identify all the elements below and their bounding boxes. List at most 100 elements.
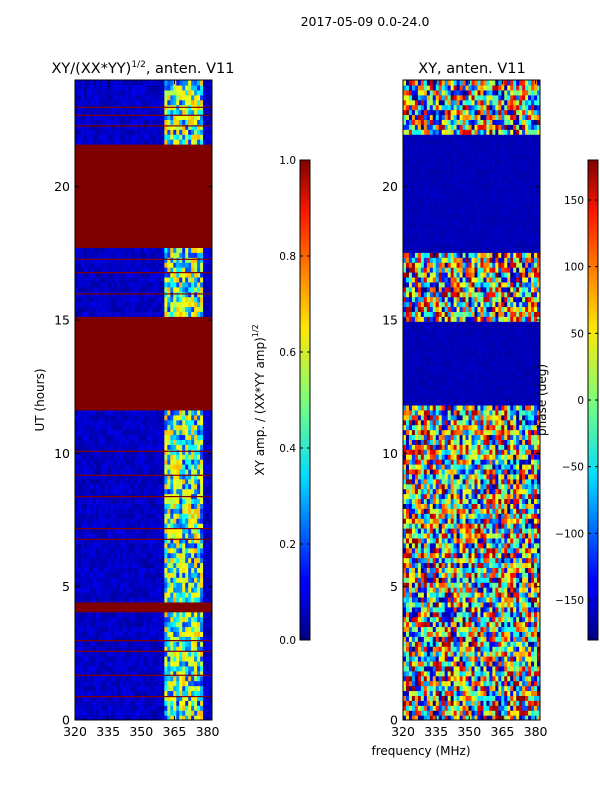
heatmap-cell (95, 193, 100, 199)
heatmap-cell (110, 439, 115, 445)
heatmap-cell (146, 715, 151, 720)
heatmap-cell (185, 311, 189, 317)
heatmap-cell (140, 636, 145, 642)
heatmap-cell (113, 350, 118, 357)
heatmap-cell (179, 488, 183, 495)
heatmap-cell (86, 281, 91, 288)
heatmap-cell (188, 331, 192, 337)
heatmap-cell (197, 311, 201, 317)
heatmap-cell (98, 272, 103, 278)
heatmap-cell (203, 459, 207, 465)
heatmap-cell (104, 395, 109, 401)
heatmap-cell (104, 281, 109, 288)
heatmap-cell (89, 572, 94, 578)
heatmap-cell (131, 670, 136, 677)
heatmap-cell (152, 350, 157, 357)
heatmap-cell (101, 468, 106, 475)
heatmap-cell (182, 281, 186, 288)
heatmap-cell (83, 345, 88, 352)
heatmap-cell (116, 626, 121, 632)
heatmap-cell (98, 528, 103, 534)
heatmap-cell (143, 690, 148, 696)
heatmap-cell (149, 547, 154, 554)
heatmap-cell (83, 217, 88, 224)
heatmap-cell (197, 547, 201, 554)
heatmap-cell (161, 454, 165, 460)
heatmap-cell (122, 518, 127, 524)
heatmap-cell (176, 547, 180, 554)
heatmap-cell (209, 513, 212, 519)
heatmap-cell (113, 532, 118, 539)
heatmap-cell (164, 621, 168, 628)
heatmap-cell (140, 473, 145, 480)
heatmap-cell (140, 572, 145, 578)
heatmap-cell (92, 641, 97, 647)
heatmap-cell (134, 582, 139, 588)
heatmap-cell (140, 542, 145, 549)
heatmap-cell (137, 665, 142, 672)
heatmap-cell (167, 651, 171, 657)
heatmap-cell (146, 424, 151, 431)
heatmap-cell (167, 690, 171, 696)
heatmap-cell (116, 508, 121, 514)
heatmap-cell (170, 508, 174, 514)
heatmap-cell (167, 636, 171, 642)
heatmap-cell (197, 626, 201, 632)
heatmap-cell (95, 203, 100, 209)
heatmap-cell (92, 247, 97, 253)
heatmap-cell (146, 340, 151, 347)
heatmap-cell (122, 626, 127, 632)
heatmap-cell (197, 685, 201, 692)
heatmap-cell (176, 483, 180, 490)
heatmap-cell (86, 414, 91, 421)
heatmap-cell (140, 444, 145, 450)
heatmap-cell (77, 380, 82, 386)
heatmap-cell (89, 488, 94, 495)
heatmap-cell (143, 404, 148, 411)
heatmap-cell (125, 528, 130, 534)
heatmap-cell (92, 232, 97, 239)
heatmap-cell (134, 321, 139, 327)
heatmap-cell (77, 232, 82, 239)
heatmap-cell (104, 606, 109, 613)
heatmap-cell (200, 572, 204, 578)
heatmap-cell (83, 498, 88, 504)
heatmap-cell (146, 454, 151, 460)
heatmap-cell (107, 601, 112, 608)
heatmap-cell (173, 301, 177, 308)
heatmap-cell (107, 321, 112, 327)
heatmap-cell (188, 587, 192, 593)
heatmap-cell (131, 454, 136, 460)
heatmap-cell (188, 562, 192, 568)
heatmap-cell (194, 670, 198, 677)
heatmap-cell (77, 601, 82, 608)
heatmap-cell (149, 483, 154, 490)
heatmap-cell (206, 665, 210, 672)
heatmap-cell (170, 710, 174, 716)
heatmap-cell (75, 331, 79, 337)
heatmap-cell (86, 710, 91, 716)
heatmap-cell (191, 685, 195, 692)
heatmap-cell (170, 404, 174, 411)
heatmap-cell (149, 690, 154, 696)
heatmap-cell (176, 360, 180, 367)
heatmap-cell (164, 212, 168, 219)
heatmap-cell (170, 395, 174, 401)
heatmap-cell (77, 355, 82, 362)
heatmap-cell (116, 311, 121, 317)
heatmap-cell (128, 193, 133, 199)
heatmap-cell (188, 621, 192, 628)
heatmap-cell (101, 646, 106, 652)
heatmap-cell (176, 473, 180, 480)
heatmap-cell (134, 700, 139, 706)
heatmap-cell (95, 326, 100, 332)
heatmap-cell (92, 631, 97, 637)
heatmap-cell (122, 419, 127, 426)
heatmap-cell (128, 641, 133, 647)
heatmap-cell (80, 217, 85, 224)
heatmap-cell (152, 444, 157, 450)
heatmap-cell (185, 212, 189, 219)
heatmap-cell (161, 257, 165, 263)
heatmap-cell (176, 232, 180, 239)
heatmap-cell (146, 478, 151, 485)
